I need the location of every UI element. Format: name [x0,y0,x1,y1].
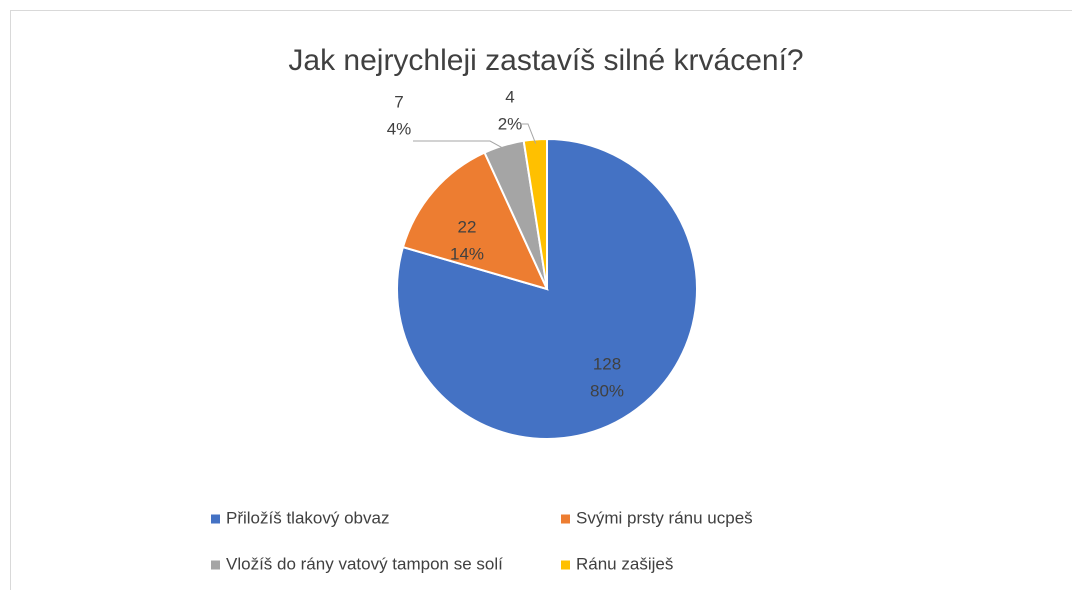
legend-label: Vložíš do rány vatový tampon se solí [226,554,503,573]
data-label-percent: 2% [498,114,523,133]
legend-swatch [561,560,570,570]
data-label: 128 [593,354,621,373]
leader-line [520,123,537,144]
data-label: 22 [458,217,477,236]
pie-slice [396,137,698,440]
data-label: 4 [505,87,514,106]
pie-slice [522,137,548,290]
pie-slice [401,151,549,291]
legend-label: Ránu zašiješ [576,554,673,573]
legend-label: Svými prsty ránu ucpeš [576,508,753,527]
data-label: 7 [394,92,403,111]
legend-label: Přiložíš tlakový obvaz [226,508,389,527]
legend-swatch [211,560,220,570]
leader-line [413,140,506,150]
data-label-percent: 80% [590,381,624,400]
legend-swatch [211,514,220,524]
legend-swatch [561,514,570,524]
chart-title: Jak nejrychleji zastavíš silné krvácení? [288,44,803,77]
data-label-percent: 4% [387,119,412,138]
data-label-percent: 14% [450,244,484,263]
